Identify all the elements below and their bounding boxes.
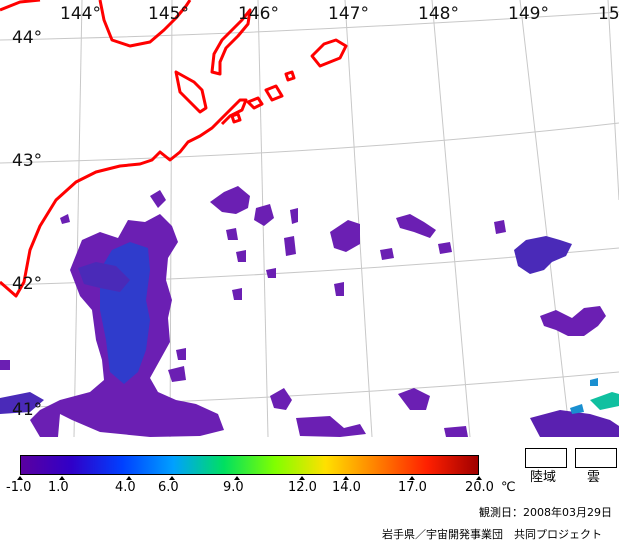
longitude-line-145 (169, 0, 173, 437)
islet-1 (284, 70, 296, 82)
colorbar-tick-label: 14.0 (332, 480, 361, 495)
colorbar-tick-label: 1.0 (48, 480, 69, 495)
sst-patch-mid-7 (396, 214, 436, 238)
temperature-colorbar (20, 455, 479, 475)
sea-surface-temperature-data (0, 186, 619, 437)
longitude-line-144 (73, 0, 83, 437)
sst-patch-fleck-d (168, 366, 186, 382)
colorbar-tick-label: 20.0 (465, 480, 494, 495)
cloud-legend-label: 雲 (587, 470, 601, 485)
sst-patch-mid-1 (210, 186, 250, 214)
colorbar-unit: ℃ (501, 480, 516, 495)
hokkaido-coast-north (0, 0, 192, 48)
sst-patch-mid-2 (254, 204, 274, 226)
sst-patch-mid-8 (380, 248, 394, 260)
longitude-label-149: 149° (508, 4, 549, 24)
sst-patch-fleck-c (176, 348, 186, 360)
etorofu-island (310, 38, 348, 68)
colorbar-tick-mark (234, 476, 240, 480)
shiretoko-peninsula (174, 70, 208, 114)
sst-patch-east-4 (438, 242, 452, 254)
longitude-label-150: 15 (598, 4, 619, 24)
sst-patch-cyan-3 (590, 378, 598, 386)
sst-patch-south-3 (398, 388, 430, 410)
sst-patch-fleck-a (150, 190, 166, 208)
colorbar-tick-label: 6.0 (158, 480, 179, 495)
colorbar-tick-mark (299, 476, 305, 480)
colorbar-tick-mark (59, 476, 65, 480)
latitude-label-42: 42° (12, 274, 43, 294)
latitude-label-41: 41° (12, 400, 43, 420)
sst-patch-mid-4 (226, 228, 238, 240)
latitude-label-43: 43° (12, 151, 43, 171)
sst-patch-fleck-b (60, 214, 70, 224)
sst-patch-mid-10 (334, 282, 344, 296)
latitude-label-44: 44° (12, 28, 43, 48)
sst-patch-west-fleck (0, 360, 10, 370)
sst-patch-south-4 (444, 426, 468, 437)
sst-patch-east-1 (514, 236, 572, 274)
sst-patch-mid-11 (232, 288, 242, 300)
sst-patch-mid-9 (236, 250, 246, 262)
islet-2 (230, 112, 242, 124)
colorbar-tick-mark (126, 476, 132, 480)
sst-patch-west-south (0, 392, 44, 414)
sst-patch-south-2 (296, 416, 366, 437)
kunashiri-island (210, 8, 252, 76)
sst-patch-south-5 (530, 410, 619, 437)
longitude-label-144: 144° (60, 4, 101, 24)
colorbar-tick-label: 4.0 (115, 480, 136, 495)
colorbar-tick-mark (169, 476, 175, 480)
sst-patch-mid-5 (284, 236, 296, 256)
longitude-label-146: 146° (238, 4, 279, 24)
colorbar-tick-mark (17, 476, 23, 480)
colorbar-tick-label: 9.0 (223, 480, 244, 495)
colorbar-tick-label: 17.0 (398, 480, 427, 495)
map-canvas (0, 0, 619, 437)
land-legend-label: 陸域 (530, 470, 557, 485)
shikotan-island (246, 96, 264, 110)
habomai-islands (264, 84, 284, 102)
hokkaido-coast-south (0, 98, 248, 298)
sst-patch-mid-6 (330, 220, 360, 252)
longitude-line-150 (607, 0, 619, 201)
graticule (0, 0, 619, 437)
longitude-label-147: 147° (328, 4, 369, 24)
observation-date: 観測日：2008年03月29日 (479, 506, 612, 519)
longitude-line-147 (344, 0, 373, 437)
longitude-label-148: 148° (418, 4, 459, 24)
sst-patch-mid-12 (266, 268, 276, 278)
sst-patch-inner (78, 262, 130, 292)
sst-patch-cyan-2 (570, 404, 584, 414)
sst-patch-south-1 (270, 388, 292, 410)
sst-patch-east-2 (540, 306, 606, 336)
land-legend-swatch (525, 448, 567, 468)
credit-text: 岩手県／宇宙開発事業団 共同プロジェクト (382, 528, 602, 541)
sst-patch-mid-3 (290, 208, 298, 224)
latitude-line-44 (0, 11, 619, 41)
latitude-line-43 (0, 122, 619, 164)
longitude-label-145: 145° (148, 4, 189, 24)
longitude-line-148 (431, 0, 471, 437)
sst-map: 144° 145° 146° 147° 148° 149° 15 44° 43°… (0, 0, 619, 437)
colorbar-tick-label: 12.0 (288, 480, 317, 495)
longitude-line-149 (519, 0, 571, 437)
colorbar-tick-mark (409, 476, 415, 480)
sst-patch-cyan-1 (590, 392, 619, 410)
sst-patch-east-3 (494, 220, 506, 234)
coastline (0, 0, 348, 298)
colorbar-tick-mark (343, 476, 349, 480)
colorbar-tick-mark (476, 476, 482, 480)
cloud-legend-swatch (575, 448, 617, 468)
colorbar-tick-label: -1.0 (6, 480, 32, 495)
